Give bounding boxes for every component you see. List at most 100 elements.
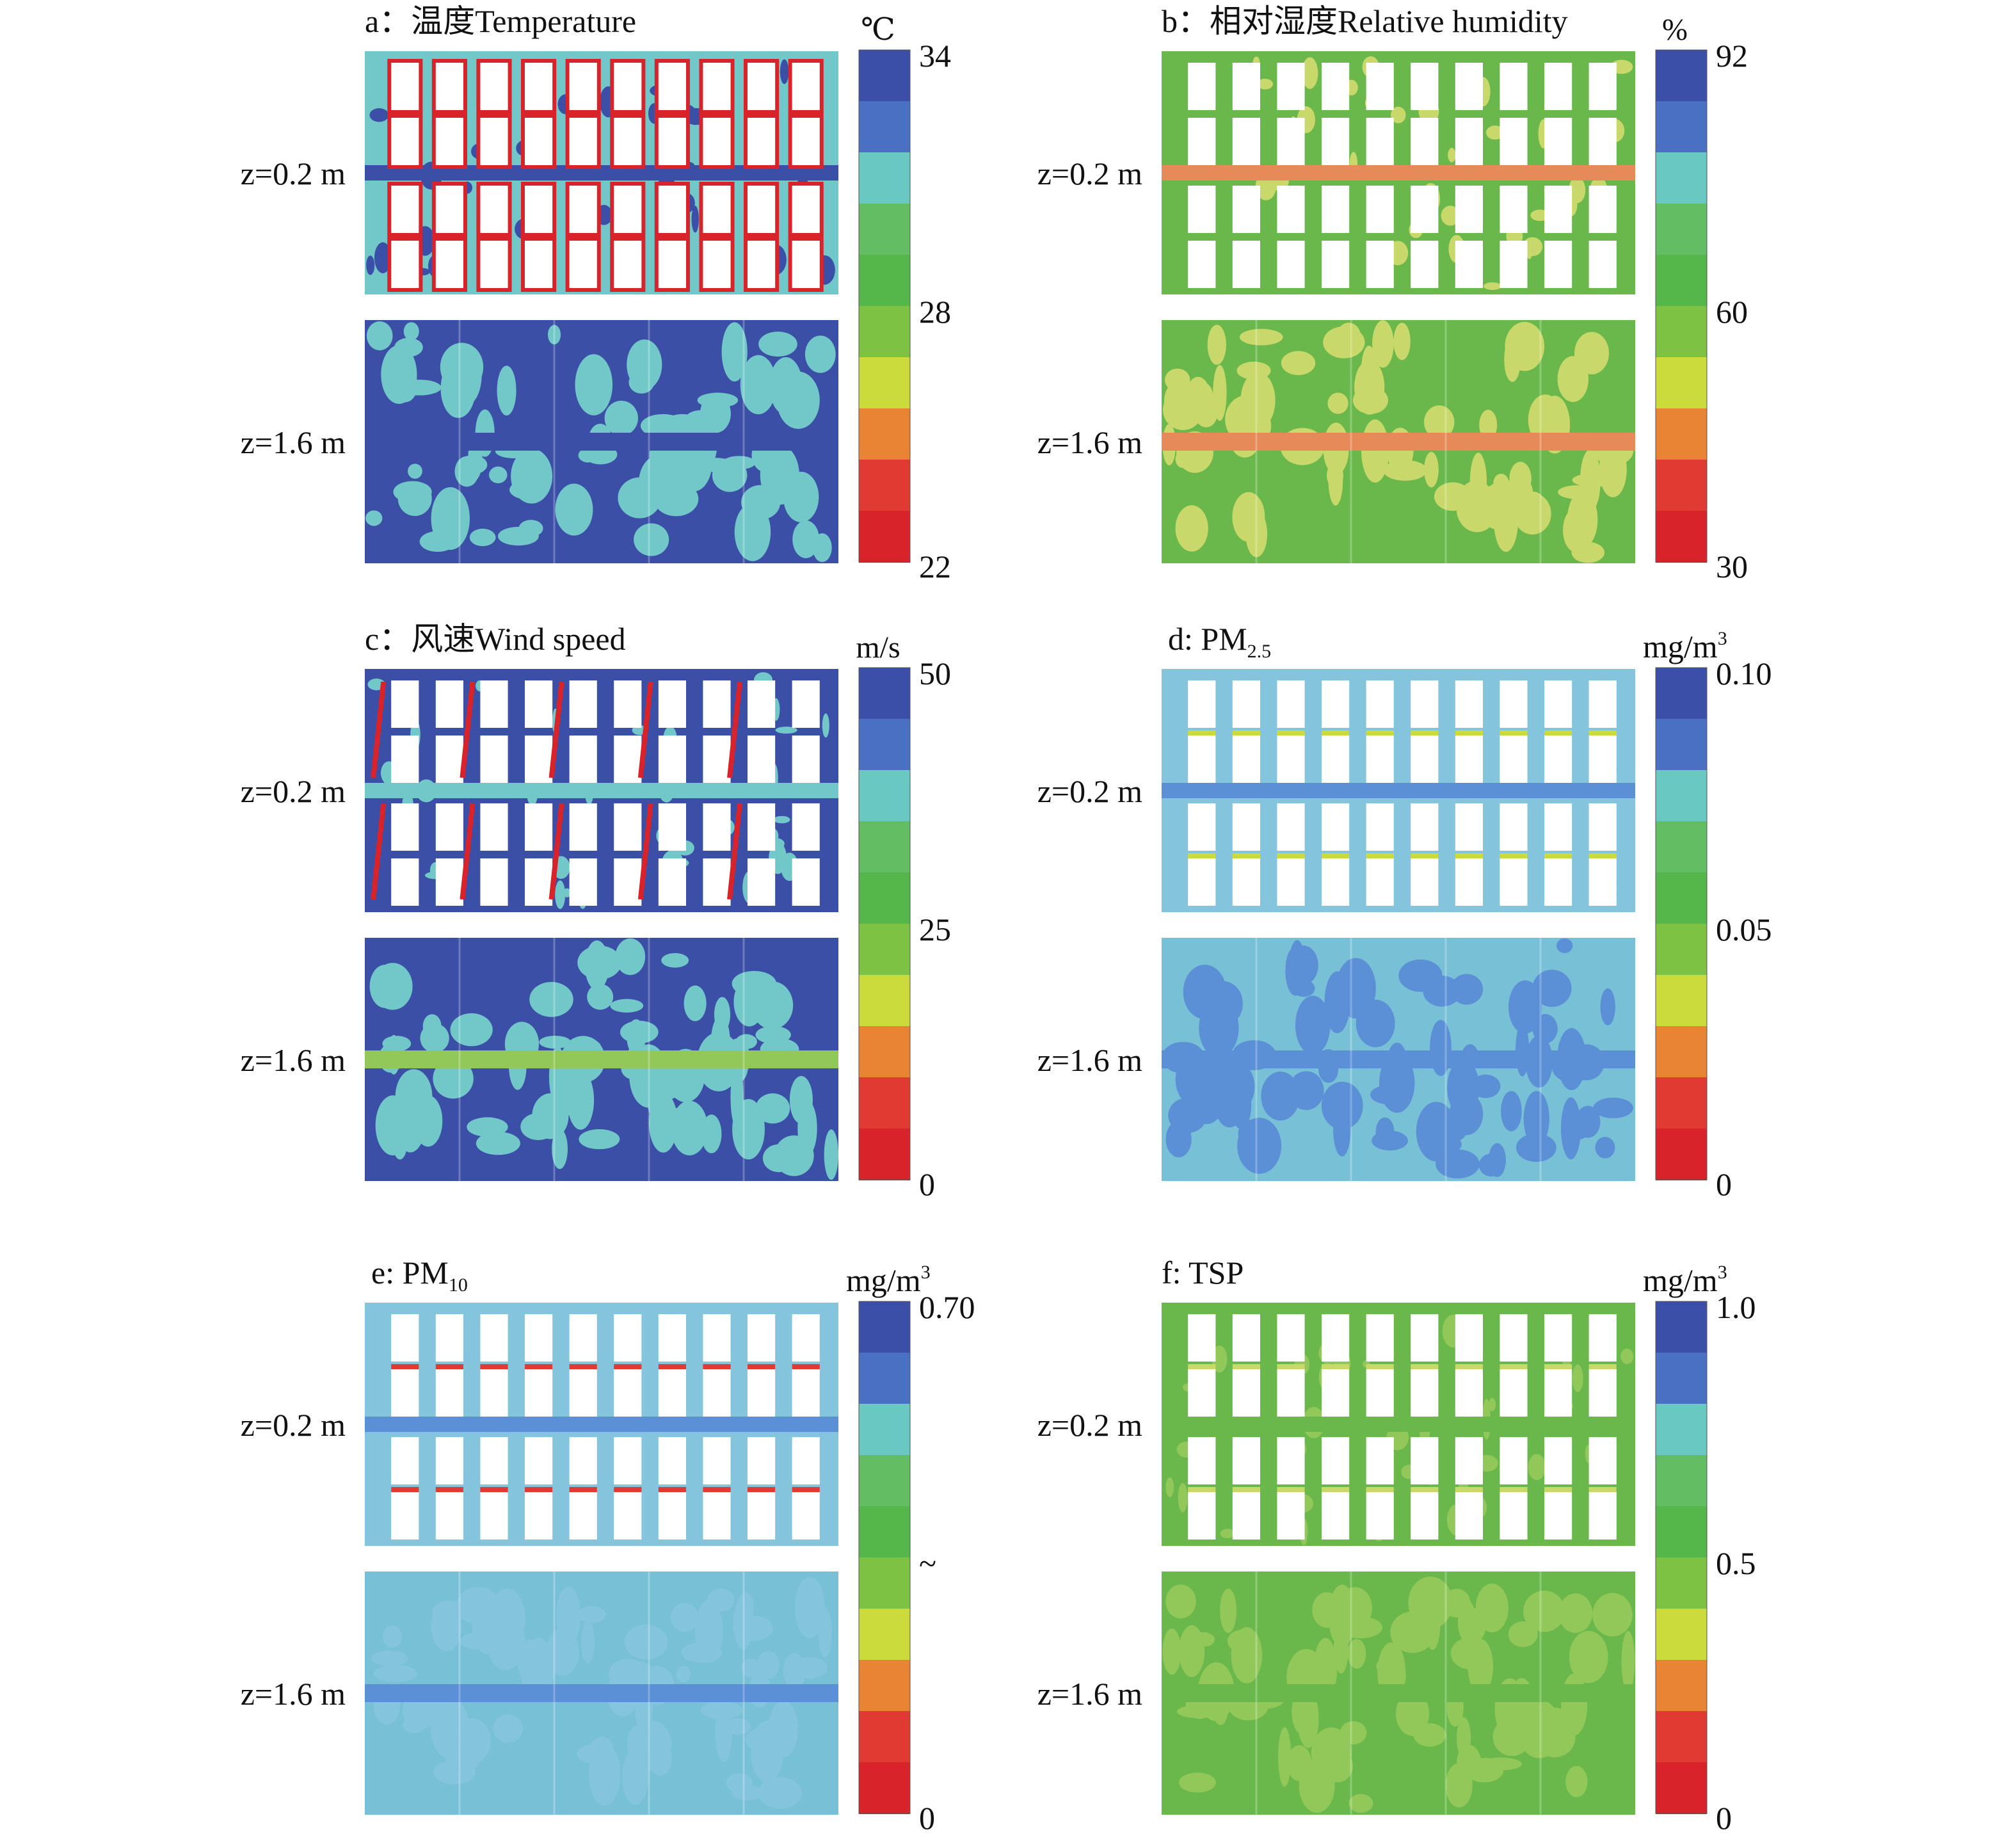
field-blob <box>712 458 748 492</box>
building <box>614 1369 642 1417</box>
colorbar-band <box>859 1762 910 1814</box>
building <box>1500 1369 1528 1417</box>
field-blob <box>1347 1639 1366 1669</box>
pollutant-streak <box>435 1364 463 1369</box>
field-blob <box>1438 708 1446 730</box>
field-blob <box>640 414 685 438</box>
building <box>1411 241 1439 288</box>
building <box>1277 1492 1305 1540</box>
pollutant-streak <box>1322 1364 1350 1369</box>
building <box>525 803 553 851</box>
building <box>391 1314 419 1362</box>
field-blob <box>688 1475 707 1493</box>
building <box>703 63 731 110</box>
field-blob <box>369 108 389 122</box>
building <box>658 186 686 233</box>
field-blob <box>369 965 401 1008</box>
building <box>1500 736 1528 783</box>
colorbar-tick-label: 30 <box>1716 549 1748 584</box>
colorbar-band <box>1656 975 1707 1027</box>
field-blob <box>773 816 790 824</box>
building <box>391 1492 419 1540</box>
field-blob <box>1390 1611 1435 1653</box>
building <box>1455 63 1483 110</box>
building <box>435 803 463 851</box>
field-blob <box>1361 346 1377 392</box>
building <box>569 1492 597 1540</box>
building <box>569 63 597 110</box>
colorbar-tick-label: 0.10 <box>1716 655 1772 691</box>
field-blob <box>1207 325 1226 365</box>
building <box>525 1314 553 1362</box>
building <box>1455 680 1483 728</box>
field-blob <box>653 1072 683 1100</box>
field-blob <box>775 727 797 734</box>
building <box>1277 1314 1305 1362</box>
building <box>1188 803 1216 851</box>
building <box>525 1492 553 1540</box>
field-blob <box>555 483 593 536</box>
field-blob <box>670 1603 700 1632</box>
field-blob <box>1391 106 1406 124</box>
pollutant-streak <box>1411 1364 1439 1369</box>
field-blob <box>661 953 689 968</box>
colorbar-band <box>859 460 910 511</box>
colorbar-tick-label: 92 <box>1716 38 1748 74</box>
colorbar-band <box>1656 1129 1707 1180</box>
building <box>1588 1437 1617 1484</box>
field-blob <box>740 355 777 415</box>
pollutant-streak <box>1411 853 1439 858</box>
field-blob <box>605 1331 614 1349</box>
colorbar-band <box>859 1609 910 1660</box>
colorbar-band <box>859 668 910 720</box>
colorbar-band <box>859 1353 910 1404</box>
building <box>1366 736 1394 783</box>
field-blob <box>577 945 622 980</box>
building <box>525 241 553 288</box>
building <box>1500 186 1528 233</box>
field-blob <box>634 523 669 556</box>
building <box>748 63 776 110</box>
building <box>435 736 463 783</box>
field-blob <box>1448 147 1456 163</box>
building <box>1455 1369 1483 1417</box>
pollutant-streak <box>1500 1364 1528 1369</box>
building <box>792 803 820 851</box>
field-blob <box>587 984 614 1010</box>
building <box>1366 1369 1394 1417</box>
building <box>1232 1369 1260 1417</box>
field-blob <box>1523 886 1543 901</box>
colorbar-band <box>1656 204 1707 255</box>
wake-streak <box>460 681 476 778</box>
field-blob <box>755 1093 790 1124</box>
building <box>614 63 642 110</box>
colorbar-band <box>1656 460 1707 511</box>
building <box>1277 63 1305 110</box>
colorbar-band <box>859 101 910 153</box>
field-blob <box>627 339 662 390</box>
panel-e: e: PM10 mg/m3 z=0.2 m z=1.6 m 0.70 ~0 <box>241 1255 975 1836</box>
level-label-upper: z=0.2 m <box>241 156 346 191</box>
building <box>1588 63 1617 110</box>
field-blob <box>445 1744 481 1772</box>
field-blob <box>520 1113 556 1141</box>
field-blob <box>691 205 699 233</box>
colorbar-band <box>859 1129 910 1180</box>
building <box>1366 680 1394 728</box>
colorbar-band <box>859 770 910 822</box>
building <box>792 186 820 233</box>
field-blob <box>671 1100 708 1155</box>
building <box>1232 803 1260 851</box>
building <box>569 1437 597 1484</box>
colorbar-unit-main: mg/m <box>846 1262 921 1298</box>
building <box>614 858 642 906</box>
field-blob <box>1288 945 1318 985</box>
pollutant-streak <box>1232 730 1260 736</box>
field-blob <box>1231 1627 1263 1684</box>
field-blob <box>548 325 561 345</box>
field-blob <box>476 1132 520 1155</box>
colorbar-unit-superscript: 3 <box>1718 1262 1727 1283</box>
building <box>1366 803 1394 851</box>
building <box>703 858 731 906</box>
building <box>1366 63 1394 110</box>
